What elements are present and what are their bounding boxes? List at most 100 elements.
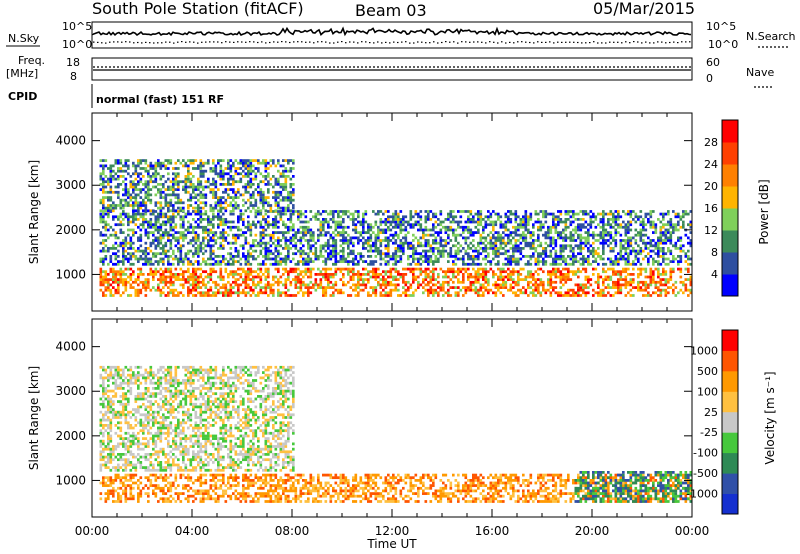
heatmap-cell xyxy=(584,212,588,216)
heatmap-cell xyxy=(342,267,345,271)
heatmap-cell xyxy=(102,183,105,186)
heatmap-cell xyxy=(624,286,628,289)
heatmap-cell xyxy=(509,278,513,281)
heatmap-cell xyxy=(164,267,168,271)
heatmap-cell xyxy=(279,294,283,297)
heatmap-cell xyxy=(677,239,680,242)
heatmap-cell xyxy=(344,267,348,271)
heatmap-cell xyxy=(179,201,183,205)
heatmap-cell xyxy=(442,288,445,292)
heatmap-cell xyxy=(242,267,245,271)
heatmap-cell xyxy=(484,249,488,253)
heatmap-cell xyxy=(379,210,383,213)
heatmap-cell xyxy=(257,212,260,216)
heatmap-cell xyxy=(302,212,305,216)
heatmap-cell xyxy=(544,241,548,245)
heatmap-cell xyxy=(352,260,355,263)
heatmap-cell xyxy=(354,231,358,234)
heatmap-cell xyxy=(519,273,523,276)
heatmap-cell xyxy=(229,247,233,250)
heatmap-cell xyxy=(454,228,458,232)
heatmap-cell xyxy=(614,280,618,284)
heatmap-cell xyxy=(99,273,103,276)
heatmap-cell xyxy=(129,228,133,232)
heatmap-cell xyxy=(359,220,363,224)
heatmap-cell xyxy=(282,247,285,250)
heatmap-cell xyxy=(647,286,650,289)
heatmap-cell xyxy=(299,252,303,256)
heatmap-cell xyxy=(544,210,548,213)
heatmap-cell xyxy=(294,244,298,248)
heatmap-cell xyxy=(542,249,545,253)
heatmap-cell xyxy=(562,239,565,242)
heatmap-cell xyxy=(669,260,673,263)
heatmap-cell xyxy=(219,175,223,178)
heatmap-cell xyxy=(412,249,415,253)
heatmap-cell xyxy=(529,247,533,250)
heatmap-cell xyxy=(637,288,640,292)
heatmap-cell xyxy=(629,239,633,242)
heatmap-cell xyxy=(644,241,648,245)
heatmap-cell xyxy=(652,249,655,253)
heatmap-cell xyxy=(442,239,445,242)
heatmap-cell xyxy=(139,159,143,162)
heatmap-cell xyxy=(259,220,263,224)
heatmap-cell xyxy=(332,283,335,287)
heatmap-cell xyxy=(152,231,155,234)
heatmap-cell xyxy=(627,236,630,240)
heatmap-cell xyxy=(454,286,458,289)
heatmap-cell xyxy=(417,244,420,248)
heatmap-cell xyxy=(419,210,423,213)
heatmap-cell xyxy=(532,225,535,229)
heatmap-cell xyxy=(162,233,165,237)
heatmap-cell xyxy=(594,280,598,284)
heatmap-cell xyxy=(532,231,535,234)
heatmap-cell xyxy=(249,267,253,271)
heatmap-cell xyxy=(582,210,585,213)
heatmap-cell xyxy=(619,215,623,219)
heatmap-cell xyxy=(189,249,193,253)
heatmap-cell xyxy=(457,241,460,245)
heatmap-cell xyxy=(304,270,308,274)
heatmap-cell xyxy=(152,275,155,279)
heatmap-cell xyxy=(514,249,518,253)
heatmap-cell xyxy=(99,280,103,284)
heatmap-cell xyxy=(372,249,375,253)
heatmap-cell xyxy=(477,257,480,261)
heatmap-cell xyxy=(219,169,223,173)
nsearch-point xyxy=(293,41,295,43)
heatmap-cell xyxy=(357,262,360,266)
heatmap-cell xyxy=(617,280,620,284)
heatmap-cell xyxy=(539,241,543,245)
heatmap-cell xyxy=(617,252,620,256)
heatmap-cell xyxy=(177,183,180,186)
heatmap-cell xyxy=(379,286,383,289)
heatmap-cell xyxy=(384,291,388,295)
heatmap-cell xyxy=(177,275,180,279)
heatmap-cell xyxy=(634,255,638,258)
heatmap-cell xyxy=(549,241,553,245)
heatmap-cell xyxy=(537,283,540,287)
heatmap-cell xyxy=(549,249,553,253)
heatmap-cell xyxy=(477,252,480,256)
heatmap-cell xyxy=(662,247,665,250)
heatmap-cell xyxy=(144,180,148,184)
heatmap-cell xyxy=(432,225,435,229)
heatmap-cell xyxy=(487,218,490,221)
heatmap-cell xyxy=(594,252,598,256)
heatmap-cell xyxy=(477,241,480,245)
heatmap-cell xyxy=(292,212,295,216)
heatmap-cell xyxy=(197,218,200,221)
date-label: 05/Mar/2015 xyxy=(593,0,695,18)
heatmap-cell xyxy=(534,294,538,297)
heatmap-cell xyxy=(264,291,268,295)
heatmap-cell xyxy=(604,212,608,216)
heatmap-cell xyxy=(507,218,510,221)
heatmap-cell xyxy=(194,196,198,199)
heatmap-cell xyxy=(244,164,248,168)
heatmap-cell xyxy=(609,210,613,213)
heatmap-cell xyxy=(212,223,215,227)
heatmap-cell xyxy=(554,241,558,245)
heatmap-cell xyxy=(527,223,530,227)
heatmap-cell xyxy=(302,225,305,229)
